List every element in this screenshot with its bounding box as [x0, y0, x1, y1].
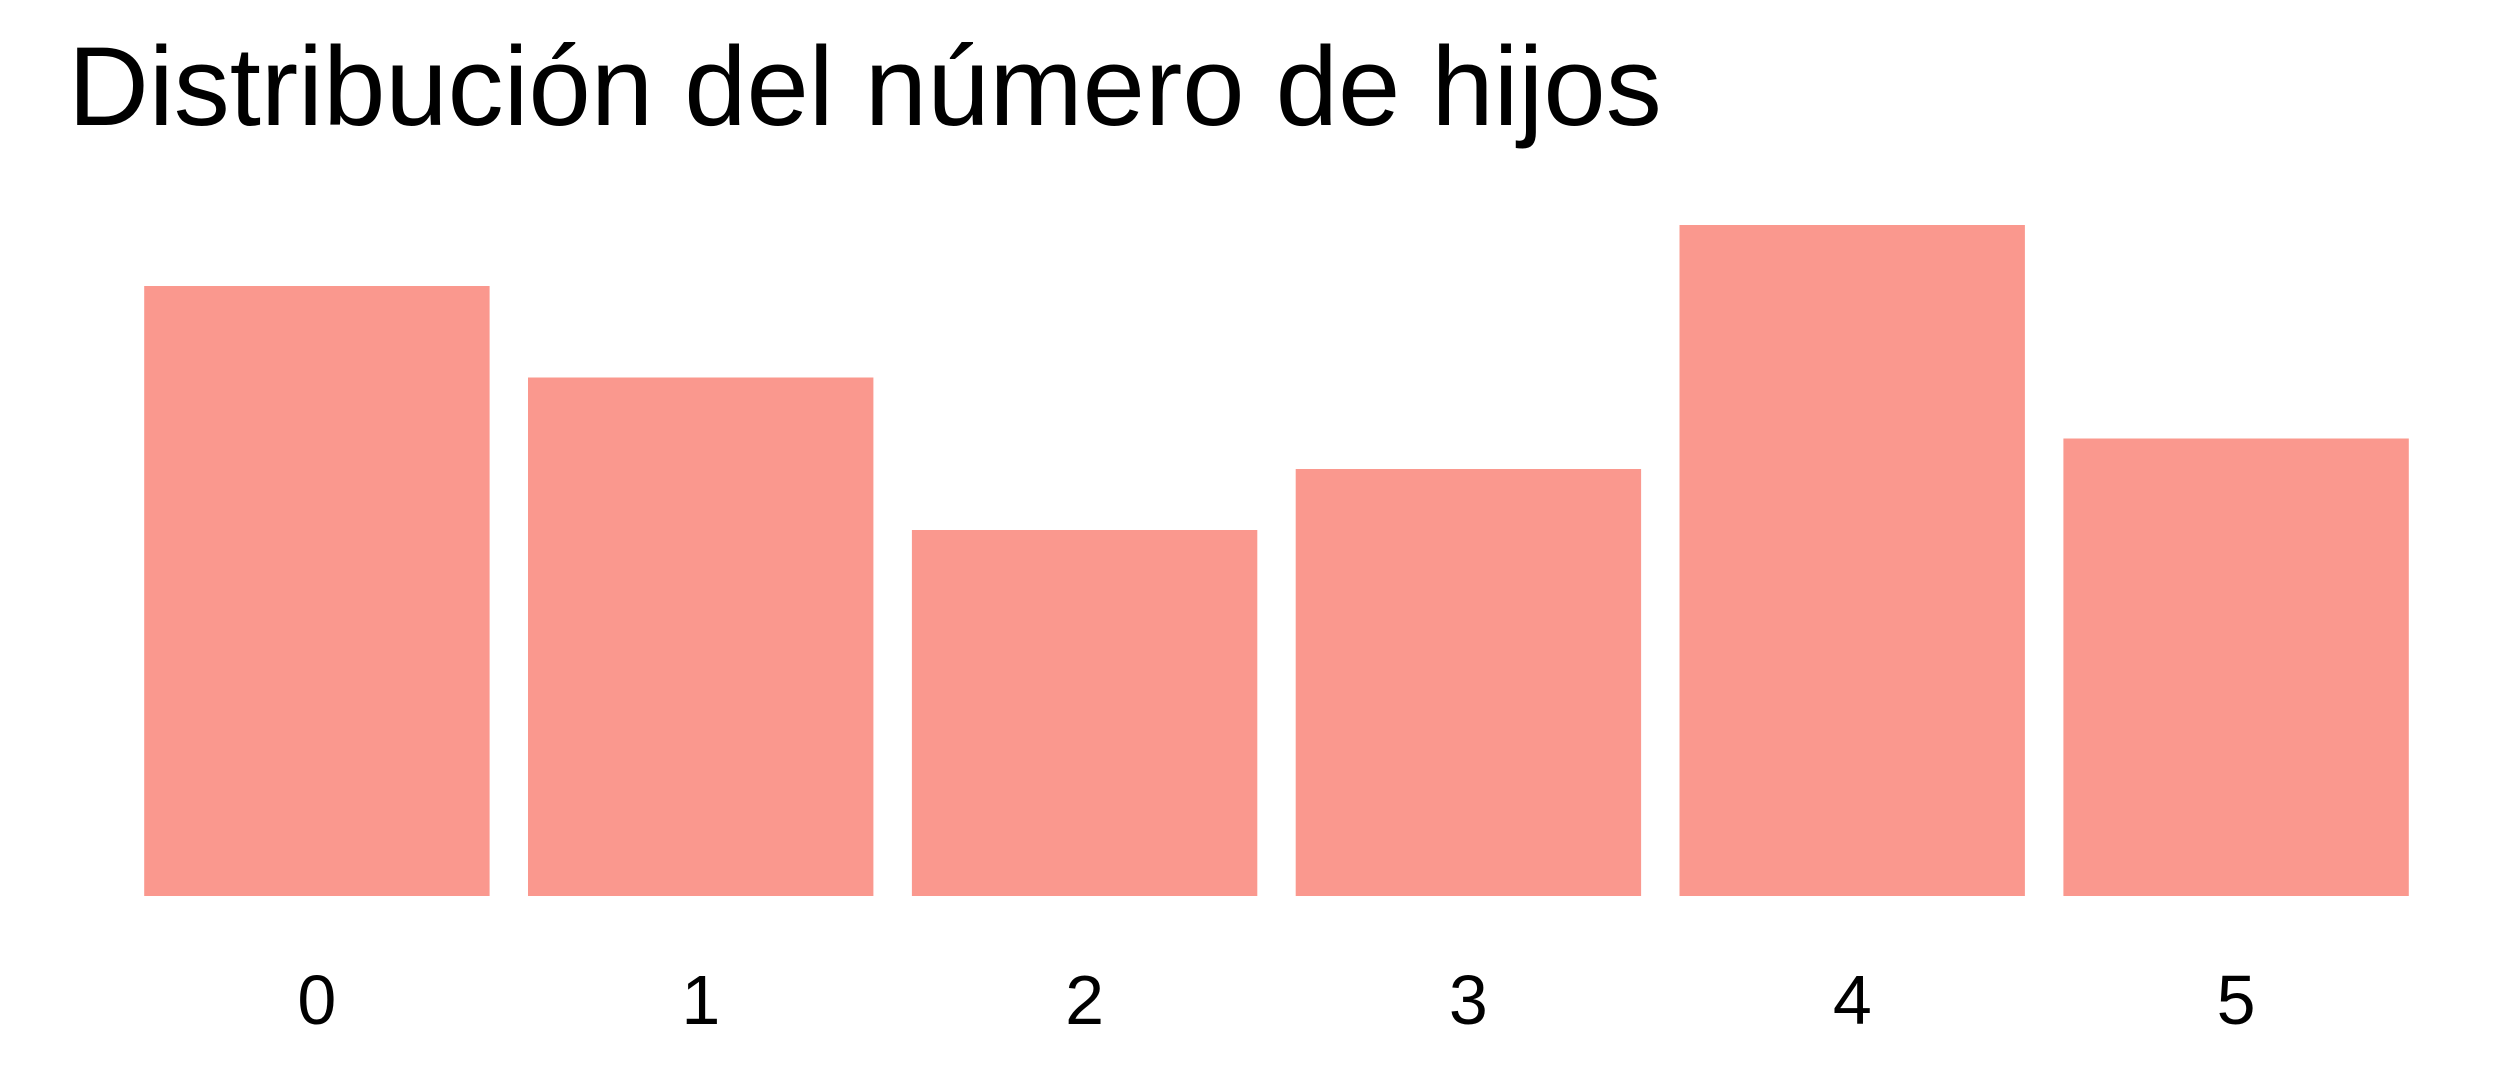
bars-layer	[144, 225, 2409, 896]
x-tick-label-1: 1	[681, 961, 720, 1039]
bar-2	[911, 530, 1258, 896]
chart-title: Distribución del número de hijos	[68, 24, 1662, 149]
x-tick-label-2: 2	[1065, 961, 1104, 1039]
x-tick-label-0: 0	[297, 961, 336, 1039]
x-tick-label-4: 4	[1833, 961, 1872, 1039]
bar-1	[528, 377, 874, 896]
bar-5	[2063, 438, 2409, 896]
bar-3	[1295, 469, 1642, 896]
bar-0	[144, 286, 490, 896]
x-tick-label-3: 3	[1449, 961, 1488, 1039]
bar-4	[1679, 225, 2025, 896]
x-axis-ticks: 0 1 2 3 4 5	[297, 961, 2255, 1039]
x-tick-label-5: 5	[2217, 961, 2256, 1039]
